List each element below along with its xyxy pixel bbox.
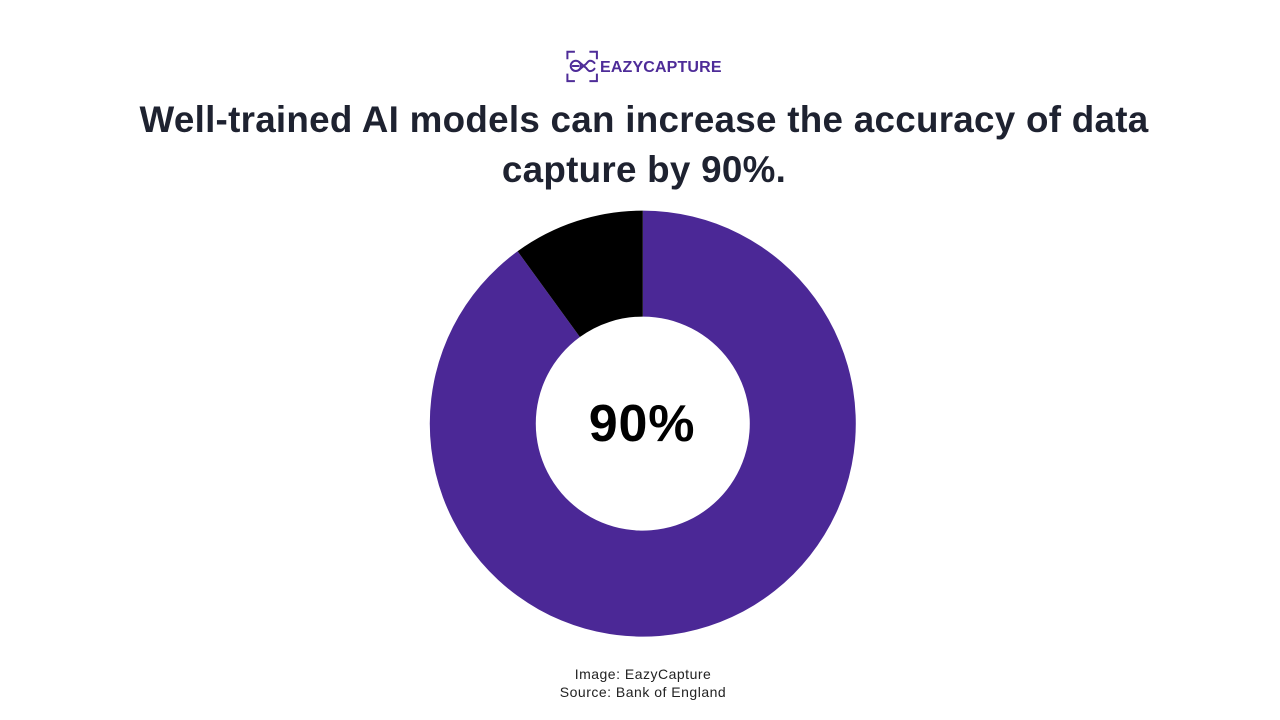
svg-text:EAZYCAPTURE: EAZYCAPTURE bbox=[600, 59, 722, 76]
